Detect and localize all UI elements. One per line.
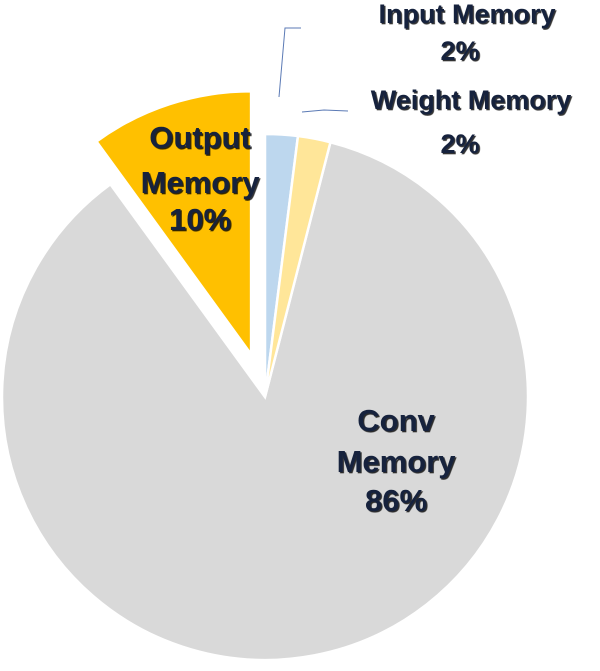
svg-text:Conv: Conv	[357, 403, 435, 438]
svg-text:86%: 86%	[365, 483, 427, 518]
svg-text:2%: 2%	[440, 129, 479, 159]
svg-text:Memory: Memory	[337, 444, 457, 479]
svg-text:Memory: Memory	[141, 165, 261, 200]
svg-text:Output: Output	[149, 120, 251, 155]
svg-text:Weight Memory: Weight Memory	[371, 85, 572, 115]
svg-text:10%: 10%	[169, 202, 231, 237]
svg-text:2%: 2%	[440, 36, 479, 66]
svg-text:Input Memory: Input Memory	[378, 0, 555, 29]
